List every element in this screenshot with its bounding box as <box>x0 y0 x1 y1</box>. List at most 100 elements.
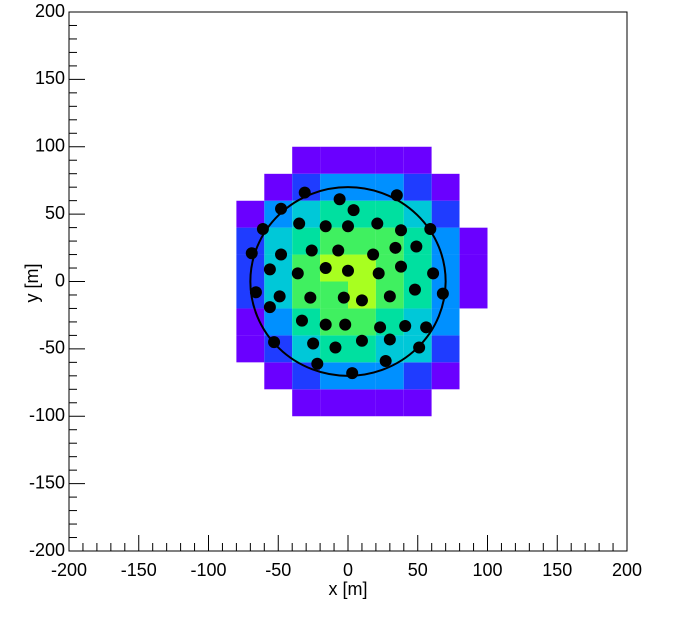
x-tick-label: 150 <box>542 560 572 580</box>
x-tick-label: 200 <box>612 560 642 580</box>
heatmap-cell <box>431 146 460 174</box>
point <box>395 224 408 237</box>
heatmap-cell <box>236 362 265 390</box>
heatmap-cell <box>320 389 348 417</box>
heatmap-cell <box>236 200 265 228</box>
point <box>256 222 269 235</box>
point <box>275 248 288 261</box>
heatmap-cell <box>459 362 488 390</box>
heatmap-cell <box>264 146 293 174</box>
heatmap-cell <box>236 173 265 201</box>
heatmap-cell <box>208 281 237 309</box>
point <box>307 337 320 350</box>
point <box>311 357 324 370</box>
point <box>379 355 392 368</box>
point <box>275 202 288 215</box>
point <box>395 260 408 273</box>
point <box>304 291 317 304</box>
heatmap-cell <box>431 389 460 417</box>
point <box>263 301 276 314</box>
point <box>268 336 281 349</box>
point <box>298 186 311 199</box>
point <box>342 220 354 233</box>
heatmap-cell <box>403 146 432 174</box>
x-tick-label: 0 <box>343 560 353 580</box>
heatmap-cell <box>459 146 488 174</box>
x-tick-label: 50 <box>408 560 428 580</box>
heatmap-cell <box>459 173 488 201</box>
y-tick-label: 50 <box>45 203 65 223</box>
y-axis-title: y [m] <box>22 264 42 303</box>
point <box>347 204 360 217</box>
heatmap-cell <box>348 146 376 174</box>
point <box>371 217 384 230</box>
heatmap-cell <box>375 146 404 174</box>
heatmap-cell <box>403 173 432 201</box>
heatmap-cell <box>264 173 293 201</box>
point <box>295 314 308 327</box>
heatmap-cell <box>348 389 376 417</box>
heatmap-cell <box>375 389 404 417</box>
point <box>383 290 396 303</box>
x-tick-label: -200 <box>51 560 87 580</box>
heatmap-cell <box>459 389 488 417</box>
heatmap-cell <box>236 146 265 174</box>
heatmap-cell <box>459 227 488 255</box>
y-tick-label: 0 <box>55 270 65 290</box>
point <box>291 267 304 280</box>
heatmap-cell <box>208 227 237 255</box>
point <box>293 217 306 230</box>
heatmap-cell <box>208 146 237 174</box>
y-tick-label: 200 <box>35 1 65 21</box>
point <box>355 334 368 347</box>
heatmap-cell <box>292 389 321 417</box>
heatmap-cell <box>208 389 237 417</box>
point <box>245 247 258 260</box>
heatmap-cell <box>236 335 265 363</box>
y-tick-label: -150 <box>29 472 65 492</box>
y-tick-label: -100 <box>29 405 65 425</box>
heatmap-cell <box>208 335 237 363</box>
point <box>333 193 346 206</box>
y-tick-label: 100 <box>35 136 65 156</box>
point <box>436 287 449 300</box>
point <box>305 244 318 257</box>
heatmap-cell <box>264 362 293 390</box>
heatmap-cell <box>431 362 460 390</box>
heatmap-cell <box>236 389 265 417</box>
heatmap-cell <box>403 362 432 390</box>
y-tick-label: -200 <box>29 540 65 560</box>
heatmap-cell <box>264 389 293 417</box>
y-tick-label: -50 <box>39 338 65 358</box>
point <box>410 240 423 253</box>
point <box>367 248 380 261</box>
x-tick-label: 100 <box>472 560 502 580</box>
heatmap-cell <box>320 146 348 174</box>
heatmap-cell <box>292 146 321 174</box>
heatmap-cell <box>431 173 460 201</box>
heatmap-cell <box>208 254 237 282</box>
heatmap-cell <box>459 254 488 282</box>
heatmap-cell <box>431 200 460 228</box>
point <box>383 333 396 346</box>
heatmap-cell <box>459 200 488 228</box>
point <box>424 222 437 235</box>
heatmap-cell <box>403 254 432 282</box>
heatmap-cell <box>459 335 488 363</box>
point <box>420 321 433 334</box>
point <box>413 341 426 354</box>
heatmap-cell <box>459 281 488 309</box>
y-tick-label: 150 <box>35 68 65 88</box>
point <box>355 294 368 307</box>
point <box>337 291 350 304</box>
point <box>372 267 385 280</box>
heatmap-cell <box>348 308 376 336</box>
point <box>319 318 332 331</box>
point <box>329 341 342 354</box>
point <box>408 283 421 296</box>
point <box>263 263 276 276</box>
point <box>332 244 345 257</box>
heatmap-cell <box>431 335 460 363</box>
heatmap-cell <box>208 200 237 228</box>
point <box>342 264 354 277</box>
